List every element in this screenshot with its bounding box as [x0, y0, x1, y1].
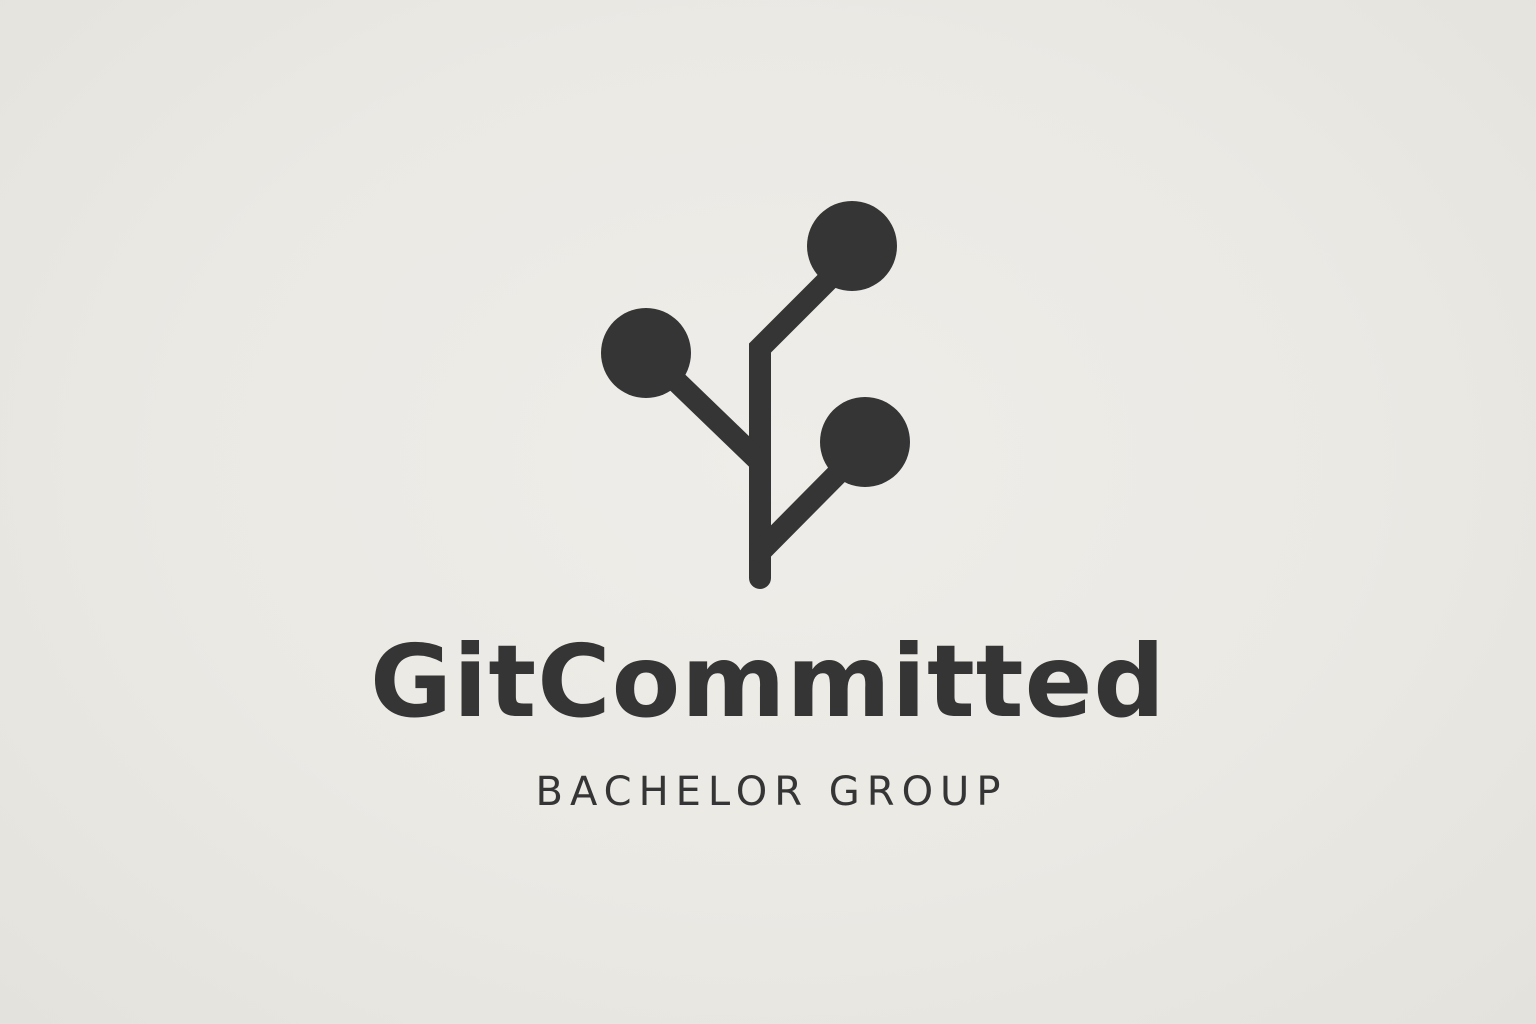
right-commit-node	[820, 397, 910, 487]
brand-tagline: BACHELOR GROUP	[535, 769, 1008, 815]
brand-name: GitCommitted	[370, 623, 1166, 740]
top-commit-node	[807, 201, 897, 291]
left-commit-node	[601, 308, 691, 398]
trunk-line	[749, 245, 863, 589]
